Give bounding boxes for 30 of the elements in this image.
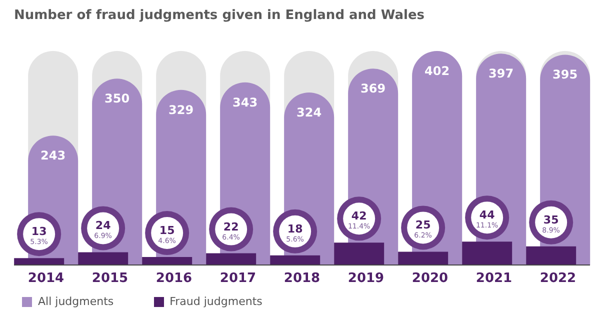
bar [398,252,448,265]
bar [206,253,256,265]
data-label: 369 [360,82,386,96]
x-tick-label: 2014 [28,271,64,286]
bar [462,242,512,265]
bar [526,246,576,265]
x-tick-label: 2022 [540,271,576,286]
data-label: 395 [552,68,578,82]
data-label: 243 [40,148,66,163]
bar [78,252,128,265]
bar [334,242,384,265]
bar [142,257,192,265]
x-tick-label: 2017 [220,271,256,286]
data-label: 350 [104,92,130,106]
x-tick-label: 2015 [92,271,128,286]
x-tick-label: 2019 [348,271,384,286]
x-tick-label: 2020 [412,271,448,286]
x-tick-label: 2016 [156,271,192,286]
legend-label: Fraud judgments [168,295,262,308]
bar [14,258,64,265]
chart-title: Number of fraud judgments given in England and Wales [13,8,426,25]
bar [270,255,320,265]
x-tick-label: 2021 [476,271,512,286]
data-label: 343 [232,95,258,110]
x-tick-label: 2018 [284,271,320,286]
data-label: 324 [296,106,322,120]
data-label: 397 [488,66,514,81]
data-label: 329 [168,102,194,117]
data-label: 402 [424,64,450,78]
legend-label: All judgments [37,295,114,308]
